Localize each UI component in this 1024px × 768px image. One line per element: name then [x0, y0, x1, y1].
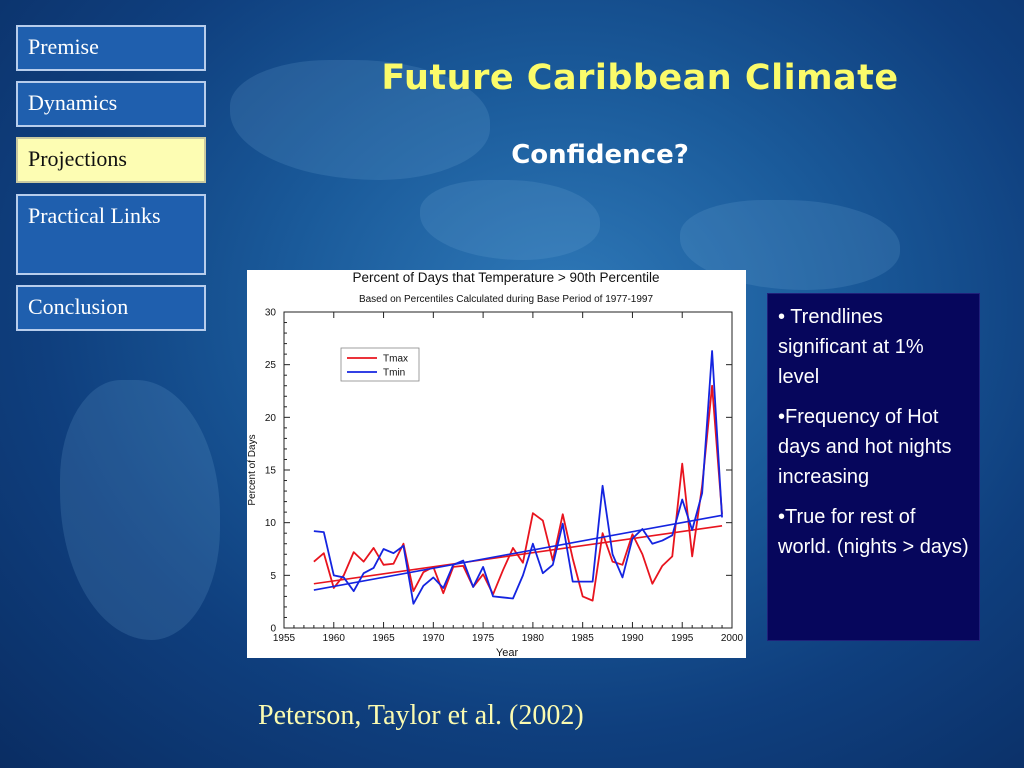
- tmax-series-line: [313, 384, 723, 602]
- x-tick-label: 1990: [621, 633, 644, 644]
- bullet-item: •True for rest of world. (nights > days): [778, 506, 969, 558]
- tmin-series-line: [313, 350, 723, 605]
- x-tick-label: 2000: [721, 633, 744, 644]
- nav-item-practical-links[interactable]: Practical Links: [16, 194, 206, 275]
- x-tick-label: 1955: [273, 633, 296, 644]
- tmin-legend-label: Tmin: [383, 368, 405, 379]
- chart-legend: [340, 347, 420, 382]
- nav-item-dynamics[interactable]: Dynamics: [16, 81, 206, 127]
- background-map-shape: [230, 60, 490, 180]
- tmax-trend-line: [313, 525, 723, 585]
- background-map-shape: [60, 380, 220, 640]
- x-tick-label: 1985: [572, 633, 595, 644]
- tmax-legend-label: Tmax: [383, 354, 408, 365]
- citation: Peterson, Taylor et al. (2002): [258, 700, 584, 731]
- x-tick-label: 1975: [472, 633, 495, 644]
- background-map-shape: [420, 180, 600, 260]
- x-tick-label: 1970: [422, 633, 445, 644]
- y-tick-label: 5: [270, 571, 276, 582]
- y-tick-label: 0: [270, 624, 276, 635]
- nav-item-projections[interactable]: Projections: [16, 137, 206, 183]
- x-tick-label: 1980: [522, 633, 545, 644]
- tmin-trend-line: [313, 514, 723, 591]
- x-tick-label: 1965: [372, 633, 395, 644]
- nav-item-premise[interactable]: Premise: [16, 25, 206, 71]
- y-tick-label: 10: [265, 518, 277, 529]
- chart-panel: Percent of Days that Temperature > 90th …: [247, 270, 746, 658]
- y-tick-label: 15: [265, 466, 277, 477]
- chart-title: Percent of Days that Temperature > 90th …: [352, 270, 659, 285]
- temperature-chart: Percent of Days that Temperature > 90th …: [247, 270, 744, 658]
- bullet-item: • Trendlines significant at 1% level: [778, 306, 924, 388]
- x-tick-label: 1960: [323, 633, 346, 644]
- y-tick-label: 25: [265, 360, 277, 371]
- y-tick-label: 30: [265, 308, 277, 319]
- bullet-list: • Trendlines significant at 1% level •Fr…: [767, 293, 980, 641]
- chart-x-label: Year: [496, 647, 519, 658]
- slide-title: Future Caribbean Climate: [381, 58, 899, 98]
- chart-y-label: Percent of Days: [247, 434, 258, 505]
- slide-subtitle: Confidence?: [511, 140, 689, 170]
- y-tick-label: 20: [265, 413, 277, 424]
- chart-subtitle: Based on Percentiles Calculated during B…: [359, 294, 654, 305]
- x-tick-label: 1995: [671, 633, 694, 644]
- bullet-item: •Frequency of Hot days and hot nights in…: [778, 406, 952, 488]
- nav-item-conclusion[interactable]: Conclusion: [16, 285, 206, 331]
